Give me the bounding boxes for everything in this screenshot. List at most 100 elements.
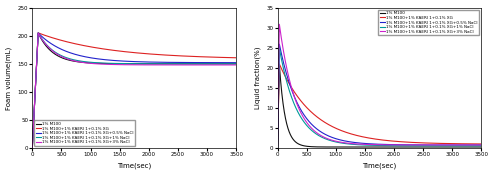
- 1% M100+1% KAERI 1+0.1% XG+0.5% NaCl: [277, 43, 283, 45]
- Line: 1% M100: 1% M100: [278, 64, 482, 148]
- Line: 1% M100+1% KAERI 1+0.1% XG+3% NaCl: 1% M100+1% KAERI 1+0.1% XG+3% NaCl: [32, 33, 236, 148]
- 1% M100: [276, 63, 282, 65]
- Line: 1% M100+1% KAERI 1+0.1% XG+0.5% NaCl: 1% M100+1% KAERI 1+0.1% XG+0.5% NaCl: [278, 44, 482, 148]
- 1% M100+1% KAERI 1+0.1% XG+0.5% NaCl: [227, 62, 233, 64]
- 1% M100: [285, 127, 291, 130]
- 1% M100+1% KAERI 1+0.1% XG+3% NaCl: [35, 32, 41, 34]
- 1% M100+1% KAERI 1+0.1% XG+0.5% NaCl: [479, 144, 485, 146]
- 1% M100+1% KAERI 1+0.1% XG: [128, 51, 134, 53]
- 1% M100+1% KAERI 1+0.1% XG+3% NaCl: [277, 23, 283, 25]
- 1% M100+1% KAERI 1+0.1% XG: [374, 138, 380, 140]
- X-axis label: Time(sec): Time(sec): [363, 163, 397, 169]
- 1% M100+1% KAERI 1+0.1% XG+0.5% NaCl: [35, 32, 41, 34]
- 1% M100+1% KAERI 1+0.1% XG+0.5% NaCl: [227, 62, 233, 64]
- Y-axis label: Foam volume(mL): Foam volume(mL): [5, 46, 12, 110]
- 1% M100+1% KAERI 1+0.1% XG+1% NaCl: [123, 63, 129, 65]
- 1% M100: [374, 146, 380, 148]
- 1% M100+1% KAERI 1+0.1% XG+0.5% NaCl: [435, 144, 441, 146]
- 1% M100+1% KAERI 1+0.1% XG+1% NaCl: [227, 63, 233, 65]
- Y-axis label: Liquid fraction(%): Liquid fraction(%): [254, 47, 261, 109]
- 1% M100+1% KAERI 1+0.1% XG+1% NaCl: [473, 145, 479, 147]
- X-axis label: Time(sec): Time(sec): [117, 163, 151, 169]
- 1% M100+1% KAERI 1+0.1% XG: [40, 34, 46, 36]
- 1% M100+1% KAERI 1+0.1% XG+3% NaCl: [275, 147, 281, 149]
- Line: 1% M100+1% KAERI 1+0.1% XG+1% NaCl: 1% M100+1% KAERI 1+0.1% XG+1% NaCl: [32, 33, 236, 148]
- 1% M100+1% KAERI 1+0.1% XG+0.5% NaCl: [374, 143, 380, 145]
- 1% M100+1% KAERI 1+0.1% XG+0.5% NaCl: [369, 143, 374, 145]
- 1% M100+1% KAERI 1+0.1% XG: [479, 143, 485, 145]
- 1% M100+1% KAERI 1+0.1% XG+1% NaCl: [35, 32, 41, 34]
- 1% M100+1% KAERI 1+0.1% XG+1% NaCl: [275, 147, 281, 149]
- 1% M100+1% KAERI 1+0.1% XG+1% NaCl: [40, 39, 46, 41]
- 1% M100+1% KAERI 1+0.1% XG+0.5% NaCl: [190, 61, 196, 64]
- 1% M100: [123, 63, 129, 65]
- 1% M100+1% KAERI 1+0.1% XG: [275, 147, 281, 149]
- Line: 1% M100: 1% M100: [32, 33, 236, 148]
- 1% M100+1% KAERI 1+0.1% XG+0.5% NaCl: [473, 144, 479, 146]
- 1% M100+1% KAERI 1+0.1% XG+3% NaCl: [374, 144, 380, 146]
- 1% M100+1% KAERI 1+0.1% XG+0.5% NaCl: [275, 147, 281, 149]
- 1% M100+1% KAERI 1+0.1% XG+1% NaCl: [473, 145, 479, 147]
- 1% M100+1% KAERI 1+0.1% XG+0.5% NaCl: [473, 144, 479, 146]
- 1% M100+1% KAERI 1+0.1% XG+0.5% NaCl: [285, 78, 291, 80]
- 1% M100+1% KAERI 1+0.1% XG+1% NaCl: [227, 63, 233, 65]
- Legend: 1% M100, 1% M100+1% KAERI 1+0.1% XG, 1% M100+1% KAERI 1+0.1% XG+0.5% NaCl, 1% M1: 1% M100, 1% M100+1% KAERI 1+0.1% XG, 1% …: [35, 120, 135, 146]
- Legend: 1% M100, 1% M100+1% KAERI 1+0.1% XG, 1% M100+1% KAERI 1+0.1% XG+0.5% NaCl, 1% M1: 1% M100, 1% M100+1% KAERI 1+0.1% XG, 1% …: [378, 10, 479, 36]
- 1% M100+1% KAERI 1+0.1% XG: [435, 142, 441, 144]
- 1% M100+1% KAERI 1+0.1% XG+1% NaCl: [369, 144, 374, 146]
- 1% M100: [40, 40, 46, 42]
- 1% M100: [275, 147, 281, 149]
- 1% M100+1% KAERI 1+0.1% XG: [227, 57, 233, 59]
- 1% M100+1% KAERI 1+0.1% XG: [29, 147, 35, 149]
- 1% M100+1% KAERI 1+0.1% XG+3% NaCl: [435, 144, 441, 146]
- 1% M100: [473, 146, 479, 148]
- 1% M100: [227, 63, 233, 65]
- 1% M100+1% KAERI 1+0.1% XG: [473, 143, 479, 145]
- 1% M100+1% KAERI 1+0.1% XG: [473, 143, 479, 145]
- 1% M100: [369, 146, 374, 148]
- 1% M100+1% KAERI 1+0.1% XG+1% NaCl: [277, 47, 283, 49]
- 1% M100+1% KAERI 1+0.1% XG+1% NaCl: [479, 145, 485, 147]
- 1% M100+1% KAERI 1+0.1% XG+1% NaCl: [435, 145, 441, 147]
- 1% M100+1% KAERI 1+0.1% XG: [369, 137, 374, 139]
- 1% M100+1% KAERI 1+0.1% XG+1% NaCl: [233, 63, 239, 65]
- 1% M100+1% KAERI 1+0.1% XG+3% NaCl: [479, 144, 485, 146]
- 1% M100+1% KAERI 1+0.1% XG+1% NaCl: [29, 147, 35, 149]
- 1% M100: [190, 63, 196, 65]
- 1% M100: [473, 146, 479, 148]
- 1% M100+1% KAERI 1+0.1% XG+3% NaCl: [369, 144, 374, 146]
- 1% M100+1% KAERI 1+0.1% XG+3% NaCl: [128, 64, 134, 66]
- Line: 1% M100+1% KAERI 1+0.1% XG+1% NaCl: 1% M100+1% KAERI 1+0.1% XG+1% NaCl: [278, 48, 482, 148]
- Line: 1% M100+1% KAERI 1+0.1% XG: 1% M100+1% KAERI 1+0.1% XG: [32, 33, 236, 148]
- 1% M100+1% KAERI 1+0.1% XG+3% NaCl: [233, 64, 239, 66]
- 1% M100+1% KAERI 1+0.1% XG+0.5% NaCl: [40, 36, 46, 38]
- 1% M100: [227, 63, 233, 65]
- 1% M100+1% KAERI 1+0.1% XG: [123, 51, 129, 53]
- 1% M100+1% KAERI 1+0.1% XG+3% NaCl: [227, 64, 233, 66]
- 1% M100+1% KAERI 1+0.1% XG+0.5% NaCl: [123, 60, 129, 62]
- Line: 1% M100+1% KAERI 1+0.1% XG: 1% M100+1% KAERI 1+0.1% XG: [278, 64, 482, 148]
- Line: 1% M100+1% KAERI 1+0.1% XG+3% NaCl: 1% M100+1% KAERI 1+0.1% XG+3% NaCl: [278, 24, 482, 148]
- 1% M100+1% KAERI 1+0.1% XG+3% NaCl: [190, 64, 196, 66]
- 1% M100: [35, 32, 41, 34]
- 1% M100+1% KAERI 1+0.1% XG: [190, 55, 196, 57]
- 1% M100: [29, 147, 35, 149]
- 1% M100+1% KAERI 1+0.1% XG+3% NaCl: [227, 64, 233, 66]
- 1% M100+1% KAERI 1+0.1% XG+3% NaCl: [40, 39, 46, 41]
- 1% M100+1% KAERI 1+0.1% XG: [227, 57, 233, 59]
- 1% M100+1% KAERI 1+0.1% XG: [285, 81, 291, 83]
- 1% M100: [128, 63, 134, 65]
- 1% M100+1% KAERI 1+0.1% XG: [35, 32, 41, 34]
- 1% M100+1% KAERI 1+0.1% XG: [233, 57, 239, 59]
- 1% M100+1% KAERI 1+0.1% XG+1% NaCl: [285, 85, 291, 88]
- 1% M100+1% KAERI 1+0.1% XG+3% NaCl: [473, 144, 479, 146]
- 1% M100+1% KAERI 1+0.1% XG+3% NaCl: [285, 73, 291, 75]
- 1% M100: [233, 63, 239, 65]
- 1% M100+1% KAERI 1+0.1% XG+1% NaCl: [374, 144, 380, 146]
- 1% M100+1% KAERI 1+0.1% XG+0.5% NaCl: [29, 147, 35, 149]
- 1% M100: [435, 146, 441, 148]
- 1% M100+1% KAERI 1+0.1% XG+3% NaCl: [123, 64, 129, 66]
- 1% M100+1% KAERI 1+0.1% XG: [277, 63, 283, 65]
- 1% M100+1% KAERI 1+0.1% XG+3% NaCl: [473, 144, 479, 146]
- Line: 1% M100+1% KAERI 1+0.1% XG+0.5% NaCl: 1% M100+1% KAERI 1+0.1% XG+0.5% NaCl: [32, 33, 236, 148]
